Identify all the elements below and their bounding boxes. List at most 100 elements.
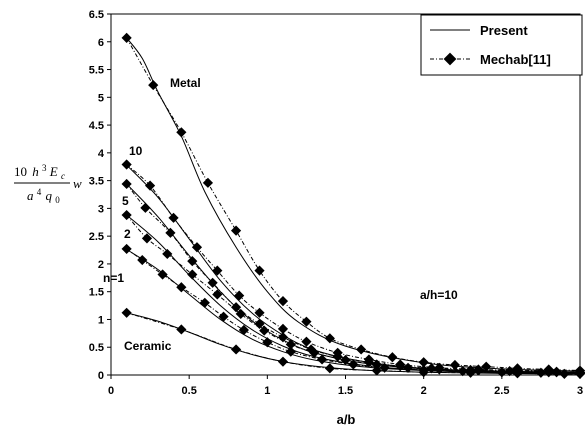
y-tick-label: 2 bbox=[98, 259, 104, 271]
series-ceramic-mechab-point bbox=[121, 307, 132, 318]
series-n5-mechab-point bbox=[140, 202, 151, 213]
y-tick-label: 3.5 bbox=[89, 176, 104, 188]
y-tick-label: 5.5 bbox=[89, 65, 104, 77]
legend-box bbox=[420, 14, 583, 76]
series-ceramic-mechab-point bbox=[230, 344, 242, 355]
series-metal-mechab-point bbox=[254, 265, 265, 276]
series-n2-mechab-point bbox=[285, 339, 296, 350]
series-metal-mechab-point bbox=[449, 359, 461, 371]
y-label-q: q bbox=[46, 188, 53, 203]
svg-text:10 h 3 E: 10 h 3 E c bbox=[14, 159, 65, 181]
series-ceramic-mechab-point bbox=[277, 356, 289, 367]
series-n1-mechab-point bbox=[262, 337, 273, 348]
y-tick-label: 1.5 bbox=[89, 287, 104, 299]
series-n2-mechab-line bbox=[126, 214, 581, 374]
series-n2-mechab-point bbox=[141, 233, 153, 244]
series-n1-mechab-point bbox=[199, 297, 210, 308]
y-label-q-sub: 0 bbox=[55, 195, 60, 205]
series-n2-mechab-point bbox=[187, 269, 198, 280]
series-n1-mechab-line bbox=[126, 248, 581, 374]
series-ceramic-mechab-point bbox=[559, 368, 570, 379]
series-n1-mechab-point bbox=[348, 359, 359, 370]
series-metal-mechab-point bbox=[230, 225, 242, 236]
x-axis-label: a/b bbox=[337, 412, 356, 427]
y-tick-label: 5 bbox=[98, 92, 104, 104]
legend-mechab-label: Mechab[11] bbox=[480, 52, 551, 67]
series-n5-mechab-point bbox=[121, 178, 132, 190]
legend-mechab-marker bbox=[443, 52, 457, 66]
y-label-e-sub: c bbox=[61, 171, 65, 181]
series-ceramic-mechab-point bbox=[371, 365, 382, 376]
legend-present-label: Present bbox=[480, 23, 528, 38]
series-n5-mechab-point bbox=[363, 357, 375, 368]
series-n2-mechab-point bbox=[551, 367, 562, 378]
y-tick-label: 0.5 bbox=[89, 342, 104, 354]
series-n5-mechab-line bbox=[126, 183, 581, 374]
series-n10-mechab-point bbox=[191, 242, 203, 253]
series-n5-mechab-point bbox=[207, 277, 218, 288]
y-tick-label: 3 bbox=[98, 203, 104, 215]
axes: 0 0.5 1 1.5 2 2.5 3 3.5 4 4.5 5 5.5 6 6.5 0 0.5 1 1.5 2 2.5… bbox=[89, 9, 583, 397]
svg-text:a 4 q 0: a 4 q 0 bbox=[27, 183, 60, 205]
y-label-a: a bbox=[27, 188, 34, 203]
y-axis-label: 10 h 3 E c a 4 q 0 w bbox=[14, 159, 82, 205]
x-tick-label: 3 bbox=[577, 385, 583, 397]
x-tick-label: 0.5 bbox=[182, 385, 197, 397]
series-n2-mechab-point bbox=[309, 347, 320, 358]
series-n1-mechab-point bbox=[535, 367, 547, 378]
annotation-metal: Metal bbox=[170, 76, 201, 90]
series-n1-mechab-point bbox=[157, 269, 168, 280]
y-label-a-exp: 4 bbox=[37, 187, 42, 197]
y-tick-label: 6 bbox=[98, 37, 104, 49]
y-tick-label: 2.5 bbox=[89, 231, 104, 243]
series-n1-mechab-point bbox=[457, 366, 468, 377]
series-n5-mechab-point bbox=[230, 302, 242, 313]
series-n1-mechab-point bbox=[121, 243, 132, 255]
annotation-ratio: a/h=10 bbox=[420, 288, 458, 302]
y-label-h: h bbox=[32, 164, 39, 179]
series-n1-mechab-point bbox=[316, 354, 328, 365]
y-tick-label: 6.5 bbox=[89, 9, 104, 21]
series-ceramic-mechab-point bbox=[176, 324, 187, 335]
series-n10-mechab-point bbox=[121, 159, 132, 170]
y-tick-label: 1 bbox=[98, 314, 104, 326]
series-n10-mechab-point bbox=[277, 323, 289, 334]
annotation-n5: 5 bbox=[122, 194, 129, 208]
series-metal-present-line bbox=[126, 37, 581, 372]
x-tick-label: 1.5 bbox=[338, 385, 353, 397]
series-n2-present-line bbox=[126, 214, 581, 374]
annotation-n2: 2 bbox=[124, 227, 131, 241]
series-metal-mechab-point bbox=[324, 333, 335, 344]
annotation-ceramic: Ceramic bbox=[124, 339, 172, 353]
y-tick-label: 4.5 bbox=[89, 120, 104, 132]
y-tick-label: 0 bbox=[98, 370, 104, 382]
series-n1-present-line bbox=[126, 249, 581, 374]
series-metal-mechab-point bbox=[356, 344, 367, 355]
series-n10-mechab-point bbox=[301, 336, 312, 347]
series-ceramic-mechab-point bbox=[512, 368, 523, 379]
series-ceramic-mechab-point bbox=[465, 367, 476, 378]
series-n2-mechab-point bbox=[121, 209, 132, 221]
y-tick-label: 4 bbox=[98, 148, 105, 160]
legend: Present Mechab[11] bbox=[420, 14, 583, 76]
series-ceramic-mechab-point bbox=[574, 368, 585, 379]
series-n10-present-line bbox=[126, 164, 581, 373]
series-metal-mechab-point bbox=[301, 316, 312, 327]
series-n10-mechab-point bbox=[144, 180, 156, 191]
series-n1-mechab-point bbox=[218, 311, 229, 322]
series-n10-mechab-point bbox=[212, 265, 223, 276]
series-metal-mechab-point bbox=[418, 357, 429, 368]
series-n10-mechab-point bbox=[254, 307, 265, 318]
y-label-e: E bbox=[49, 164, 58, 179]
series-n5-mechab-point bbox=[187, 256, 198, 267]
series-n5-present-line bbox=[126, 183, 581, 374]
series-metal-mechab-point bbox=[277, 296, 289, 307]
x-tick-label: 0 bbox=[108, 385, 114, 397]
series-n1-mechab-point bbox=[496, 367, 507, 378]
annotation-n1: n=1 bbox=[103, 271, 124, 285]
series-n10-mechab-line bbox=[126, 164, 581, 373]
series-metal-mechab-point bbox=[121, 32, 132, 43]
series-n2-mechab-point bbox=[340, 354, 351, 366]
y-label-w: w bbox=[73, 176, 82, 191]
